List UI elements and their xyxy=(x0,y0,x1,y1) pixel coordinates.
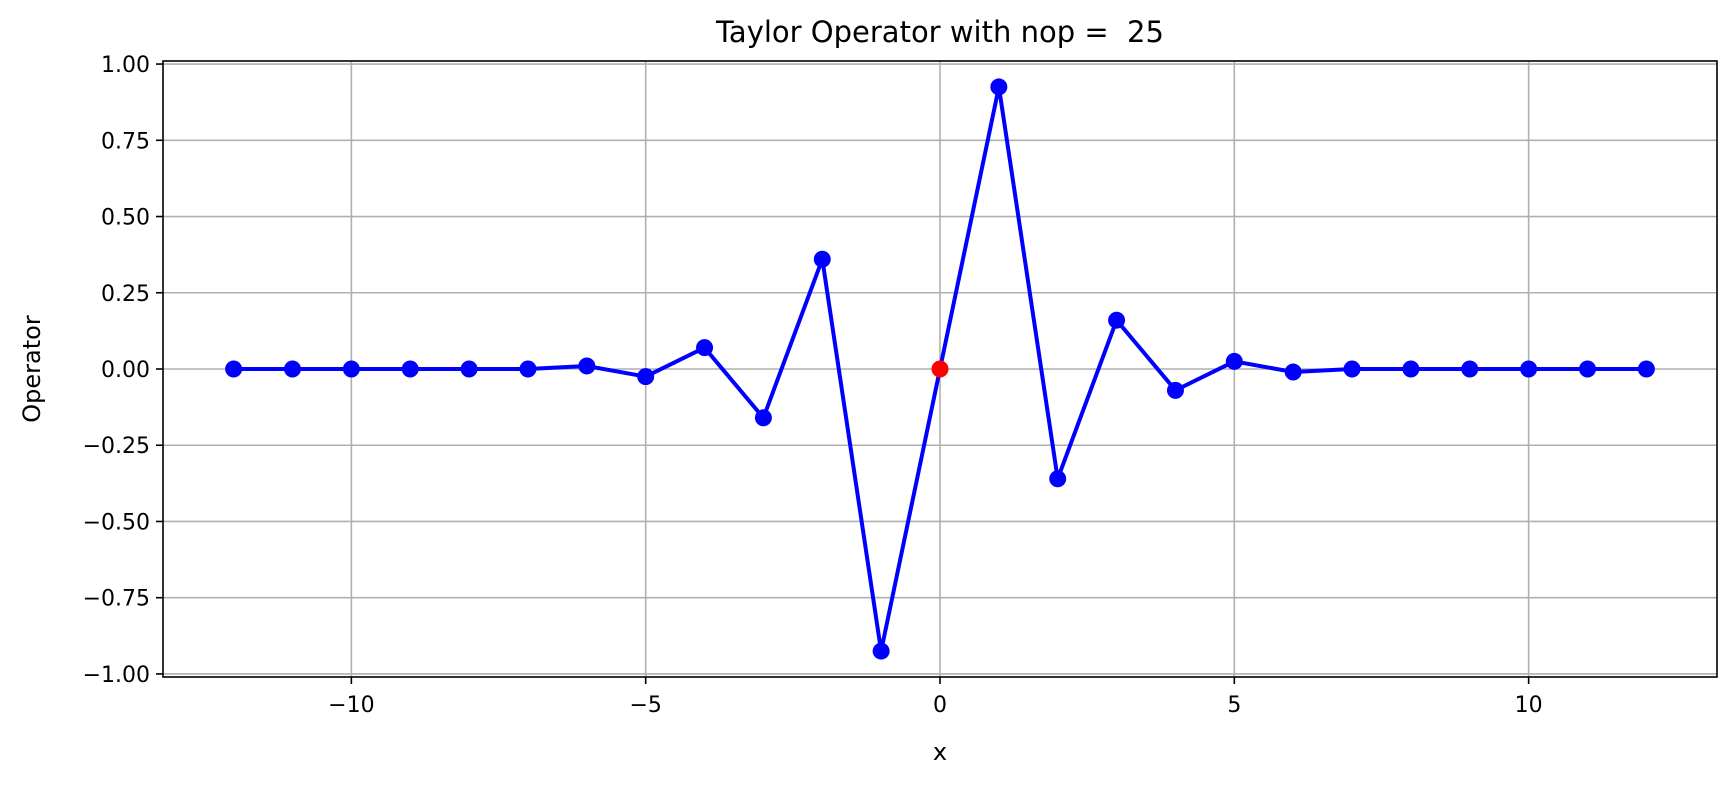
y-tick-label: 0.00 xyxy=(101,358,150,383)
chart-title: Taylor Operator with nop = 25 xyxy=(715,15,1164,49)
x-axis-label: x xyxy=(933,738,947,766)
x-tick-label: 10 xyxy=(1515,693,1543,718)
data-point xyxy=(519,360,537,378)
data-point xyxy=(813,250,831,268)
data-point xyxy=(1637,360,1655,378)
data-point xyxy=(1225,352,1243,370)
data-point xyxy=(1166,381,1184,399)
ticks: −10 −5 0 5 10 1.00 0.75 0.50 0.25 0.00 −0.25 −0.50 −… xyxy=(83,53,1543,718)
y-tick-label: −0.50 xyxy=(83,510,150,535)
data-point xyxy=(1402,360,1420,378)
data-point xyxy=(401,360,419,378)
data-point xyxy=(1108,311,1126,329)
data-point xyxy=(637,368,655,386)
data-point xyxy=(1284,363,1302,381)
series xyxy=(225,78,1655,660)
y-tick-label: 0.75 xyxy=(101,129,150,154)
x-tick-label: −5 xyxy=(629,693,661,718)
x-tick-label: 0 xyxy=(933,693,947,718)
data-point xyxy=(1049,470,1067,488)
data-point xyxy=(1520,360,1538,378)
y-tick-label: 1.00 xyxy=(101,53,150,78)
data-point xyxy=(990,78,1008,96)
data-point xyxy=(1579,360,1596,378)
data-point xyxy=(1461,360,1479,378)
y-tick-label: 0.50 xyxy=(101,206,150,231)
data-point xyxy=(1343,360,1361,378)
y-tick-label: −1.00 xyxy=(83,663,150,688)
y-tick-label: −0.75 xyxy=(83,587,150,612)
y-tick-label: 0.25 xyxy=(101,282,150,307)
data-point xyxy=(754,409,772,427)
x-tick-label: 5 xyxy=(1227,693,1241,718)
y-tick-label: −0.25 xyxy=(83,434,150,459)
highlight-point xyxy=(931,360,949,378)
data-point xyxy=(284,360,301,378)
data-point xyxy=(872,642,890,660)
y-axis-label: Operator xyxy=(18,315,46,423)
data-point xyxy=(342,360,360,378)
data-point xyxy=(578,357,596,375)
data-point xyxy=(225,360,243,378)
data-point xyxy=(696,339,714,357)
x-tick-label: −10 xyxy=(328,693,374,718)
data-point xyxy=(460,360,478,378)
